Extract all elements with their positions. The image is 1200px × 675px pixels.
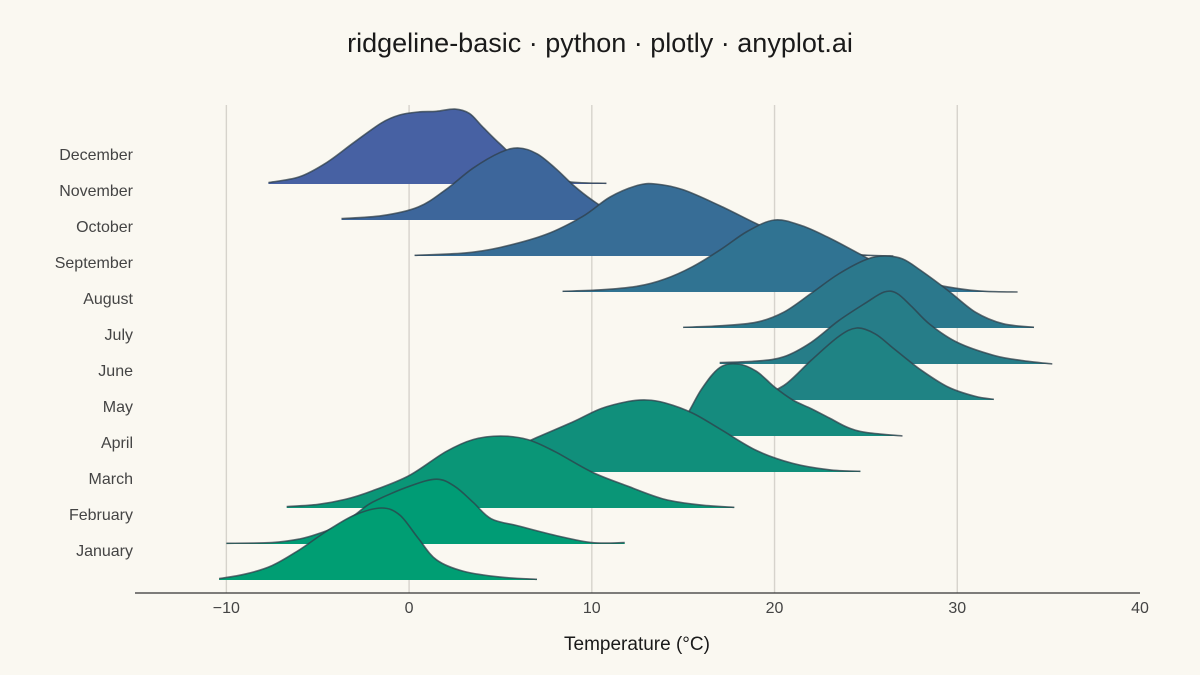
ridge-area [719, 327, 994, 400]
ridge-area [219, 508, 537, 580]
y-tick-label: September [55, 255, 134, 272]
ridge-outline [719, 327, 994, 401]
ridge-area [644, 363, 903, 436]
y-tick-label: October [76, 219, 134, 236]
ridge-june [719, 327, 994, 401]
chart-title: ridgeline-basic · python · plotly · anyp… [347, 28, 853, 58]
y-tick-label: March [89, 471, 133, 488]
ridge-area [719, 291, 1053, 364]
ridge-area [341, 147, 665, 220]
y-tick-labels: January February March April May June July Augu… [55, 147, 134, 560]
ridge-outline [683, 255, 1035, 329]
ridge-outline [226, 478, 625, 545]
y-tick-label: July [105, 327, 133, 344]
y-tick-label: February [69, 507, 133, 524]
y-tick-label: November [59, 183, 133, 200]
ridge-july [719, 290, 1053, 365]
x-tick-label: −10 [213, 600, 240, 617]
ridge-area [683, 255, 1034, 328]
x-tick-label: 30 [948, 600, 966, 617]
x-tick-labels: −10 0 10 20 30 40 [213, 600, 1149, 617]
y-tick-label: June [98, 363, 133, 380]
x-axis-label: Temperature (°C) [564, 634, 710, 655]
ridge-august [683, 255, 1035, 329]
y-tick-label: January [76, 543, 133, 560]
x-tick-label: 10 [583, 600, 601, 617]
x-tick-label: 20 [766, 600, 784, 617]
x-tick-label: 40 [1131, 600, 1149, 617]
ridge-outline [719, 290, 1053, 365]
ridge-february [226, 478, 625, 545]
y-tick-label: August [83, 291, 133, 308]
x-tick-label: 0 [405, 600, 414, 617]
ridge-outline [286, 435, 735, 509]
ridges [218, 108, 1053, 581]
y-tick-label: May [103, 399, 133, 416]
y-tick-label: December [59, 147, 133, 164]
ridge-january [218, 507, 538, 581]
ridge-outline [218, 507, 538, 581]
ridge-area [562, 219, 1018, 292]
y-tick-label: April [101, 435, 133, 452]
